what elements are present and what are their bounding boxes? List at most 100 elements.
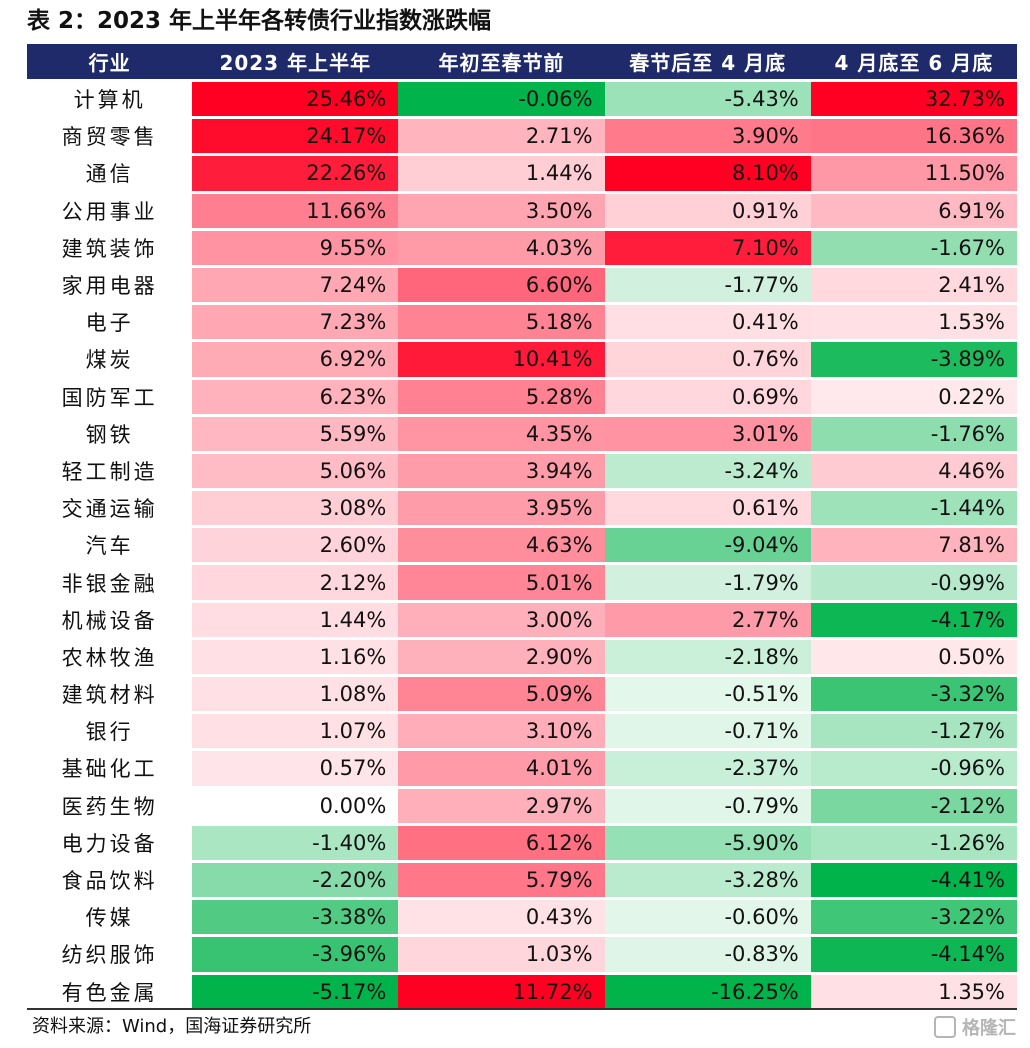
value-cell-post-festival-april: 0.41% xyxy=(604,305,811,340)
table-row: 建筑装饰 9.55% 4.03% 7.10% -1.67% xyxy=(27,230,1017,265)
value-cell-h1-2023: 7.23% xyxy=(192,305,399,340)
industry-name: 公用事业 xyxy=(27,193,193,228)
value-cell-h1-2023: 5.06% xyxy=(192,453,399,489)
value-cell-ytd-pre-festival: 10.41% xyxy=(398,342,605,377)
value-cell-h1-2023: 7.24% xyxy=(192,267,399,303)
value-cell-post-festival-april: -0.60% xyxy=(604,900,811,935)
value-cell-post-festival-april: 0.69% xyxy=(604,379,811,414)
value-cell-april-june: -0.99% xyxy=(810,565,1017,600)
value-cell-h1-2023: 1.44% xyxy=(192,602,399,637)
column-header-post-festival-april: 春节后至 4 月底 xyxy=(604,44,811,79)
value-cell-april-june: 16.36% xyxy=(810,119,1017,154)
value-cell-ytd-pre-festival: 3.00% xyxy=(398,602,605,637)
industry-name: 煤炭 xyxy=(27,342,193,377)
value-cell-april-june: 11.50% xyxy=(810,156,1017,191)
value-cell-post-festival-april: -1.77% xyxy=(604,267,811,303)
value-cell-ytd-pre-festival: 3.10% xyxy=(398,714,605,749)
table-row: 建筑材料 1.08% 5.09% -0.51% -3.32% xyxy=(27,677,1017,712)
value-cell-h1-2023: -3.38% xyxy=(192,900,399,935)
watermark-logo-icon xyxy=(934,1016,956,1038)
table-row: 非银金融 2.12% 5.01% -1.79% -0.99% xyxy=(27,565,1017,600)
table-row: 家用电器 7.24% 6.60% -1.77% 2.41% xyxy=(27,267,1017,303)
column-header-industry: 行业 xyxy=(27,44,193,79)
value-cell-h1-2023: -1.40% xyxy=(192,825,399,860)
value-cell-ytd-pre-festival: 2.97% xyxy=(398,788,605,823)
value-cell-april-june: 1.35% xyxy=(810,974,1017,1009)
value-cell-april-june: 7.81% xyxy=(810,528,1017,563)
value-cell-april-june: -4.14% xyxy=(810,937,1017,972)
table-row: 国防军工 6.23% 5.28% 0.69% 0.22% xyxy=(27,379,1017,414)
watermark-text: 格隆汇 xyxy=(962,1018,1016,1039)
value-cell-post-festival-april: -2.18% xyxy=(604,639,811,674)
value-cell-h1-2023: 25.46% xyxy=(192,82,399,117)
value-cell-april-june: -3.32% xyxy=(810,677,1017,712)
value-cell-ytd-pre-festival: 5.28% xyxy=(398,379,605,414)
value-cell-april-june: -1.76% xyxy=(810,416,1017,451)
value-cell-april-june: -1.26% xyxy=(810,825,1017,860)
table-row: 机械设备 1.44% 3.00% 2.77% -4.17% xyxy=(27,602,1017,637)
value-cell-ytd-pre-festival: 6.60% xyxy=(398,267,605,303)
value-cell-h1-2023: 22.26% xyxy=(192,156,399,191)
value-cell-h1-2023: 9.55% xyxy=(192,230,399,265)
value-cell-april-june: -3.89% xyxy=(810,342,1017,377)
table-row: 有色金属 -5.17% 11.72% -16.25% 1.35% xyxy=(27,974,1017,1009)
value-cell-post-festival-april: -5.90% xyxy=(604,825,811,860)
table-body: 计算机 25.46% -0.06% -5.43% 32.73% 商贸零售 24.17% 2.7… xyxy=(27,82,1017,1009)
value-cell-post-festival-april: -0.51% xyxy=(604,677,811,712)
value-cell-post-festival-april: -0.79% xyxy=(604,788,811,823)
industry-name: 电力设备 xyxy=(27,825,193,860)
table-row: 轻工制造 5.06% 3.94% -3.24% 4.46% xyxy=(27,453,1017,489)
industry-name: 有色金属 xyxy=(27,974,193,1009)
value-cell-post-festival-april: -3.28% xyxy=(604,862,811,898)
table-row: 医药生物 0.00% 2.97% -0.79% -2.12% xyxy=(27,788,1017,823)
value-cell-h1-2023: 2.12% xyxy=(192,565,399,600)
table-row: 电子 7.23% 5.18% 0.41% 1.53% xyxy=(27,305,1017,340)
table-row: 公用事业 11.66% 3.50% 0.91% 6.91% xyxy=(27,193,1017,228)
table-row: 银行 1.07% 3.10% -0.71% -1.27% xyxy=(27,714,1017,749)
value-cell-post-festival-april: -1.79% xyxy=(604,565,811,600)
value-cell-h1-2023: 1.16% xyxy=(192,639,399,674)
value-cell-april-june: 2.41% xyxy=(810,267,1017,303)
value-cell-april-june: -0.96% xyxy=(810,751,1017,786)
column-header-april-june: 4 月底至 6 月底 xyxy=(810,44,1017,79)
industry-name: 轻工制造 xyxy=(27,453,193,489)
value-cell-post-festival-april: 3.01% xyxy=(604,416,811,451)
value-cell-april-june: 32.73% xyxy=(810,82,1017,117)
header-row: 行业 2023 年上半年 年初至春节前 春节后至 4 月底 4 月底至 6 月底 xyxy=(27,44,1017,79)
value-cell-ytd-pre-festival: -0.06% xyxy=(398,82,605,117)
value-cell-april-june: -3.22% xyxy=(810,900,1017,935)
industry-name: 钢铁 xyxy=(27,416,193,451)
value-cell-post-festival-april: -16.25% xyxy=(604,974,811,1009)
table-row: 交通运输 3.08% 3.95% 0.61% -1.44% xyxy=(27,491,1017,526)
industry-name: 商贸零售 xyxy=(27,119,193,154)
industry-name: 交通运输 xyxy=(27,491,193,526)
value-cell-april-june: -4.41% xyxy=(810,862,1017,898)
value-cell-ytd-pre-festival: 1.03% xyxy=(398,937,605,972)
value-cell-ytd-pre-festival: 3.95% xyxy=(398,491,605,526)
industry-name: 建筑装饰 xyxy=(27,230,193,265)
value-cell-ytd-pre-festival: 1.44% xyxy=(398,156,605,191)
industry-name: 计算机 xyxy=(27,82,193,117)
table-row: 通信 22.26% 1.44% 8.10% 11.50% xyxy=(27,156,1017,191)
value-cell-post-festival-april: 7.10% xyxy=(604,230,811,265)
value-cell-post-festival-april: -9.04% xyxy=(604,528,811,563)
value-cell-ytd-pre-festival: 3.94% xyxy=(398,453,605,489)
value-cell-ytd-pre-festival: 6.12% xyxy=(398,825,605,860)
value-cell-post-festival-april: -0.71% xyxy=(604,714,811,749)
value-cell-post-festival-april: 0.76% xyxy=(604,342,811,377)
value-cell-ytd-pre-festival: 4.63% xyxy=(398,528,605,563)
industry-name: 建筑材料 xyxy=(27,677,193,712)
value-cell-h1-2023: -5.17% xyxy=(192,974,399,1009)
value-cell-h1-2023: 6.23% xyxy=(192,379,399,414)
value-cell-h1-2023: 1.07% xyxy=(192,714,399,749)
value-cell-h1-2023: 2.60% xyxy=(192,528,399,563)
industry-name: 食品饮料 xyxy=(27,862,193,898)
value-cell-h1-2023: 24.17% xyxy=(192,119,399,154)
table-row: 基础化工 0.57% 4.01% -2.37% -0.96% xyxy=(27,751,1017,786)
value-cell-ytd-pre-festival: 0.43% xyxy=(398,900,605,935)
industry-name: 纺织服饰 xyxy=(27,937,193,972)
table-title: 表 2：2023 年上半年各转债行业指数涨跌幅 xyxy=(27,8,492,34)
value-cell-ytd-pre-festival: 5.09% xyxy=(398,677,605,712)
value-cell-post-festival-april: -0.83% xyxy=(604,937,811,972)
table-row: 电力设备 -1.40% 6.12% -5.90% -1.26% xyxy=(27,825,1017,860)
